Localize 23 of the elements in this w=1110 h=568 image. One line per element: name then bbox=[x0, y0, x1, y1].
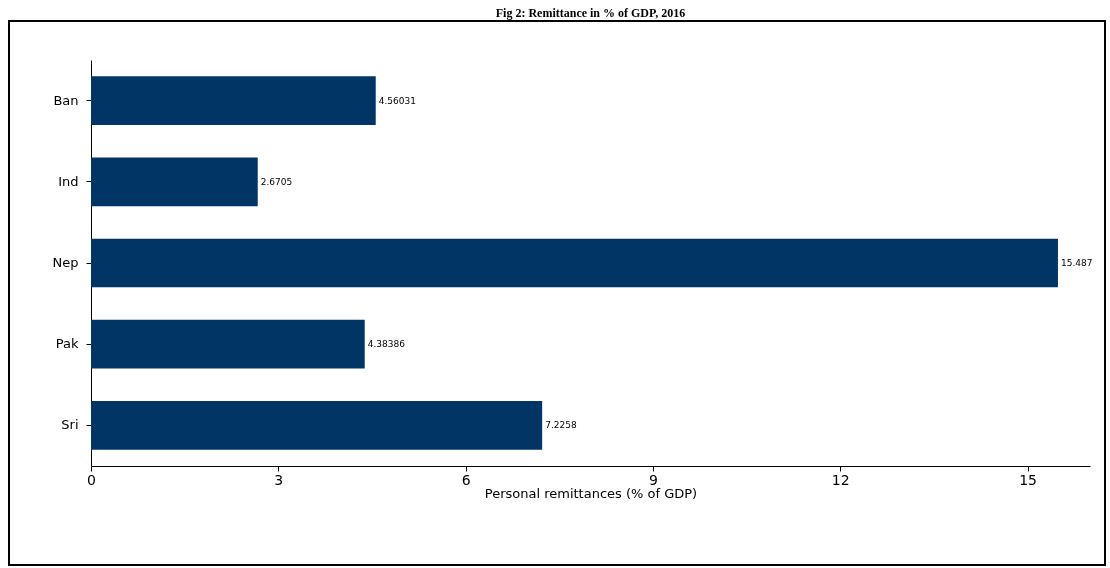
y-tick-label: Nep bbox=[52, 255, 79, 270]
chart-title: Fig 2: Remittance in % of GDP, 2016 bbox=[495, 6, 686, 20]
data-label: 4.56031 bbox=[378, 95, 416, 106]
y-tick-label: Ban bbox=[53, 92, 79, 108]
data-label: 4.38386 bbox=[367, 339, 406, 350]
y-tick-label: Sri bbox=[61, 417, 79, 433]
x-axis-title: Personal remittances (% of GDP) bbox=[484, 485, 698, 501]
bar bbox=[91, 76, 376, 125]
data-label: 2.6705 bbox=[260, 176, 293, 187]
bar bbox=[91, 238, 1058, 288]
bar bbox=[91, 319, 365, 369]
x-tick-label: 6 bbox=[461, 471, 471, 488]
data-label: 7.2258 bbox=[545, 420, 577, 431]
y-tick-label: Pak bbox=[55, 336, 79, 352]
x-tick-label: 3 bbox=[274, 471, 284, 488]
x-tick-label: 15 bbox=[1019, 471, 1037, 488]
y-tick-label: Ind bbox=[58, 173, 79, 189]
bar bbox=[91, 401, 543, 450]
bar bbox=[91, 157, 258, 207]
x-tick-label: 0 bbox=[87, 471, 96, 488]
data-label: 15.487 bbox=[1060, 258, 1093, 268]
x-tick-label: 12 bbox=[831, 471, 850, 488]
x-tick-label: 9 bbox=[648, 471, 658, 488]
